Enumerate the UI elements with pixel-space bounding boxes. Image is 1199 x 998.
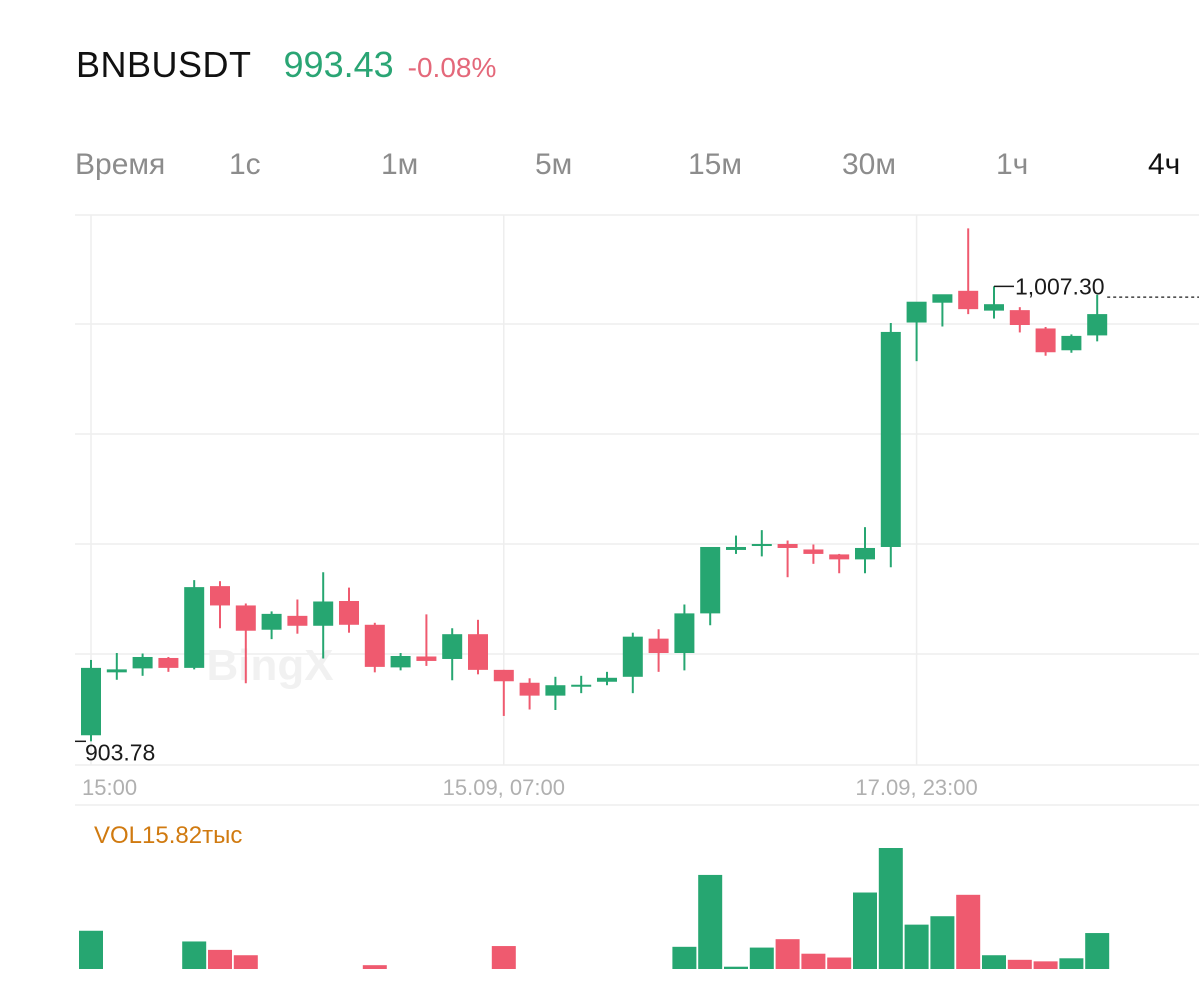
candle-body-20 <box>597 677 617 682</box>
candle-body-36 <box>1009 310 1030 325</box>
volume-bar-22 <box>1085 933 1110 969</box>
tab-1s[interactable]: 1с <box>229 148 261 181</box>
candle-body-38 <box>1061 335 1082 351</box>
candle-body-15 <box>468 634 488 670</box>
volume-bar-12 <box>827 957 852 969</box>
candle-body-19 <box>571 684 592 687</box>
chart-grid <box>75 214 1199 806</box>
volume-bar-15 <box>904 924 929 969</box>
candle-body-0 <box>81 667 101 736</box>
volume-bar-0 <box>79 930 103 969</box>
candle-body-4 <box>184 587 205 668</box>
volume-bar-19 <box>1007 959 1032 969</box>
candle-body-12 <box>390 655 411 668</box>
x-tick-label-2: 17.09, 23:00 <box>855 775 977 800</box>
candle-body-24 <box>700 546 721 614</box>
candle-body-13 <box>416 656 437 661</box>
volume-bar-13 <box>853 892 877 969</box>
candle-body-9 <box>313 601 334 626</box>
candle-body-39 <box>1087 314 1108 336</box>
candle-body-2 <box>132 656 153 669</box>
tab-1m[interactable]: 1м <box>381 148 419 181</box>
tab-5m[interactable]: 5м <box>535 148 573 181</box>
candle-body-6 <box>235 605 256 631</box>
timeframe-tabs: Время 1с 1м 5м 15м 30м 1ч 4ч <box>0 148 1199 188</box>
candles <box>81 228 1108 742</box>
candle-body-29 <box>829 554 850 560</box>
candle-body-35 <box>984 304 1004 311</box>
candle-body-8 <box>287 615 308 626</box>
x-tick-label-1: 15.09, 07:00 <box>443 775 565 800</box>
candle-body-10 <box>339 600 359 625</box>
volume-bar-2 <box>208 949 232 969</box>
candle-body-22 <box>648 638 669 654</box>
volume-bar-8 <box>724 966 748 969</box>
tab-15m[interactable]: 15м <box>688 148 742 181</box>
volume-bar-3 <box>233 955 258 969</box>
ticker-header: BNBUSDT 993.43 -0.08% <box>76 44 496 86</box>
high-price-label: 1,007.30 <box>1015 273 1105 299</box>
candle-body-21 <box>622 636 643 677</box>
volume-bar-21 <box>1059 958 1084 969</box>
tab-30m[interactable]: 30м <box>842 148 896 181</box>
candle-body-7 <box>261 613 282 630</box>
candle-body-30 <box>855 547 875 560</box>
candle-body-37 <box>1035 328 1056 353</box>
candle-body-34 <box>958 290 979 310</box>
volume-bar-6 <box>672 946 697 969</box>
price-change: -0.08% <box>407 52 497 83</box>
volume-bar-18 <box>982 955 1006 969</box>
candle-body-16 <box>493 669 514 682</box>
candle-body-1 <box>106 669 127 673</box>
x-tick-label-0: 15:00 <box>82 775 137 800</box>
candle-body-31 <box>880 331 901 547</box>
last-price: 993.43 <box>283 44 394 85</box>
watermark-logo: BingX <box>206 641 333 690</box>
volume-label: VOL15.82тыс <box>94 822 242 849</box>
candle-body-17 <box>519 682 540 696</box>
volume-bar-20 <box>1033 961 1058 969</box>
candle-body-27 <box>777 544 798 548</box>
volume-bars <box>79 848 1110 969</box>
price-markers: 1,007.30 903.78 <box>75 273 1199 765</box>
candle-body-25 <box>726 546 746 550</box>
low-price-label: 903.78 <box>85 739 155 765</box>
candle-body-32 <box>906 301 927 323</box>
candle-body-23 <box>674 613 695 654</box>
candle-body-14 <box>442 634 463 659</box>
candle-body-11 <box>364 624 385 667</box>
candle-body-3 <box>158 657 179 668</box>
candle-body-28 <box>803 549 824 554</box>
volume-bar-16 <box>930 916 955 969</box>
candle-body-33 <box>932 294 953 303</box>
volume-bar-5 <box>491 946 516 969</box>
volume-bar-4 <box>362 965 387 969</box>
candle-body-5 <box>210 586 230 606</box>
tab-time[interactable]: Время <box>75 148 166 181</box>
volume-bar-10 <box>775 939 800 969</box>
volume-bar-14 <box>878 848 903 969</box>
volume-bar-7 <box>698 874 723 969</box>
volume-bar-1 <box>182 941 207 969</box>
volume-bar-11 <box>801 953 826 969</box>
candle-body-18 <box>545 685 566 696</box>
volume-bar-17 <box>956 894 981 969</box>
symbol-label: BNBUSDT <box>76 44 252 85</box>
x-axis: 15:00 15.09, 07:00 17.09, 23:00 <box>82 775 978 800</box>
tab-4h[interactable]: 4ч <box>1148 148 1181 181</box>
candle-body-26 <box>751 544 772 547</box>
tab-1h[interactable]: 1ч <box>996 148 1029 181</box>
volume-bar-9 <box>749 947 774 969</box>
